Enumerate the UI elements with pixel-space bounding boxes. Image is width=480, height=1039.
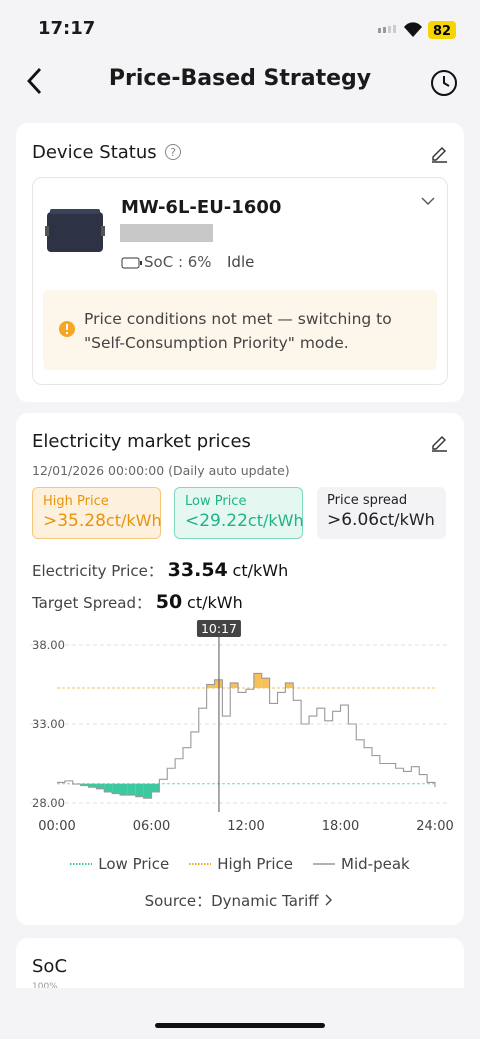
- spread-box: Price spread >6.06ct/kWh: [317, 487, 446, 539]
- price-label: Electricity Price：: [32, 562, 163, 580]
- low-fill: [80, 783, 89, 786]
- low-fill: [120, 783, 128, 796]
- y-tick-label: 33.00: [32, 717, 65, 731]
- high-fill: [285, 682, 294, 688]
- box-value: >35.28: [43, 511, 106, 531]
- low-fill: [127, 783, 136, 796]
- legend-swatch: [70, 863, 93, 865]
- source-text: Source：Dynamic Tariff: [144, 892, 319, 910]
- x-tick-label: 24:00: [416, 819, 453, 834]
- target-unit: ct/kWh: [187, 593, 243, 612]
- warning-box: [43, 290, 437, 370]
- legend-label: High Price: [217, 855, 294, 873]
- low-fill: [143, 783, 152, 799]
- status-icons: 82: [378, 21, 456, 39]
- cursor-label-bg: [196, 620, 241, 637]
- x-tick-label: 18:00: [322, 819, 359, 834]
- device-state: Idle: [227, 253, 255, 271]
- card-title: Device Status: [32, 142, 157, 163]
- update-time: 12/01/2026 00:00:00 (Daily auto update): [32, 463, 290, 478]
- target-value: 50: [155, 591, 183, 613]
- battery-level: 82: [433, 24, 451, 39]
- soc-card: [16, 938, 464, 988]
- card-title: Electricity market prices: [32, 431, 251, 452]
- warning-icon: [59, 321, 75, 337]
- battery-icon: [121, 257, 142, 269]
- box-unit: ct/kWh: [247, 511, 304, 530]
- low-fill: [104, 783, 113, 792]
- price-unit: ct/kWh: [232, 561, 289, 580]
- soc-tick: 100%: [32, 982, 58, 988]
- legend-item: Low Price: [70, 855, 169, 873]
- legend-label: Mid-peak: [341, 855, 410, 873]
- high-price-box: High Price >35.28ct/kWh: [32, 487, 162, 539]
- legend: Low Price High Price Mid-peak: [0, 855, 480, 873]
- price-value: 33.54: [167, 559, 228, 581]
- soc-status: SoC : 6%: [144, 253, 212, 271]
- x-tick-label: 00:00: [38, 819, 75, 834]
- high-fill: [214, 679, 223, 688]
- device-name: MW-6L-EU-1600: [121, 197, 282, 218]
- box-unit: ct/kWh: [379, 510, 435, 529]
- low-fill: [96, 783, 105, 789]
- box-label: High Price: [43, 494, 109, 509]
- page-title: Price-Based Strategy: [108, 66, 372, 91]
- legend-swatch: [313, 863, 336, 865]
- low-fill: [112, 783, 120, 794]
- target-line: Target Spread： 50 ct/kWh: [32, 591, 243, 613]
- box-label: Low Price: [185, 494, 247, 509]
- box-value: >6.06: [327, 510, 380, 530]
- high-fill: [253, 673, 262, 688]
- history-button[interactable]: [429, 68, 459, 98]
- high-fill: [261, 678, 270, 688]
- edit-icon[interactable]: [430, 143, 450, 163]
- high-fill: [206, 684, 215, 688]
- price-line: Electricity Price： 33.54 ct/kWh: [32, 559, 288, 581]
- warning-text: Price conditions not met — switching to …: [84, 310, 392, 352]
- y-tick-label: 28.00: [32, 796, 65, 810]
- clock: 17:17: [38, 18, 96, 39]
- high-fill: [230, 682, 239, 688]
- expand-icon[interactable]: [420, 195, 436, 207]
- x-tick-label: 06:00: [133, 819, 170, 834]
- help-icon[interactable]: ?: [164, 143, 184, 163]
- box-value: <29.22: [185, 511, 248, 531]
- back-button[interactable]: [24, 66, 48, 96]
- x-tick-label: 12:00: [227, 819, 264, 834]
- low-fill: [151, 783, 160, 792]
- svg-text:?: ?: [170, 146, 176, 159]
- low-fill: [88, 783, 97, 788]
- target-label: Target Spread：: [32, 594, 151, 612]
- legend-item: Mid-peak: [313, 855, 410, 873]
- low-price-box: Low Price <29.22ct/kWh: [174, 487, 304, 539]
- source-link[interactable]: Source：Dynamic Tariff: [0, 890, 480, 911]
- box-unit: ct/kWh: [105, 511, 162, 530]
- legend-swatch: [189, 863, 212, 865]
- home-indicator: [155, 1023, 325, 1028]
- edit-icon[interactable]: [430, 432, 450, 452]
- low-fill: [135, 783, 144, 797]
- box-label: Price spread: [327, 493, 408, 508]
- y-tick-label: 38.00: [32, 638, 65, 652]
- chevron: [325, 894, 333, 906]
- device-box[interactable]: [32, 177, 448, 385]
- card-title: SoC: [32, 956, 68, 977]
- legend-label: Low Price: [98, 855, 170, 873]
- legend-item: High Price: [189, 855, 293, 873]
- cursor-label: 10:17: [201, 621, 237, 636]
- redacted-serial: [120, 224, 213, 242]
- price-chart: 28.00 33.00 38.00 00:00 06:00 12:00 18:00 24:00…: [30, 620, 454, 834]
- price-line: [57, 672, 436, 799]
- device-image: [45, 209, 105, 252]
